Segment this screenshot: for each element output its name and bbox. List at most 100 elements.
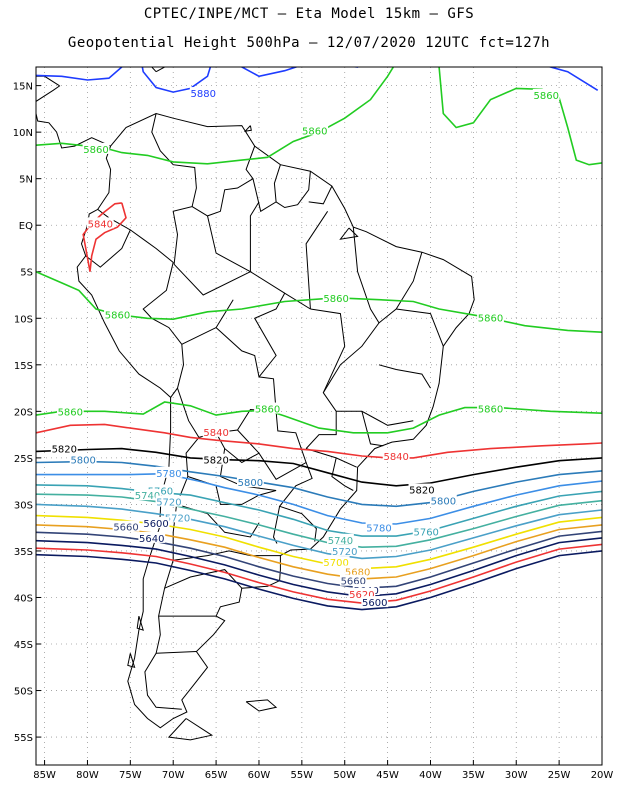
lat-label: 25S (14, 454, 33, 465)
lon-label: 35W (462, 770, 485, 781)
contour-label-bg (142, 517, 170, 529)
coastline-segment (177, 327, 277, 438)
contour-5640 (36, 537, 602, 598)
contour-label-bg (112, 520, 140, 532)
coastline-segment (215, 299, 234, 328)
contour-label-bg (532, 88, 560, 100)
coastline-segment (207, 215, 251, 273)
coastline-segment (275, 171, 311, 209)
lon-label: 50W (333, 770, 356, 781)
island-outline (245, 699, 278, 712)
contour-label-bg (365, 521, 393, 533)
contour-5860 (36, 401, 602, 434)
contour-label-5620: 5620 (349, 590, 374, 601)
contour-label-bg (254, 402, 281, 414)
lat-label: 40S (14, 593, 33, 604)
contour-label-bg (477, 311, 504, 323)
coastline-segment (331, 457, 354, 491)
contour-5880 (141, 67, 212, 93)
contour-label-bg (408, 483, 436, 495)
contour-label-5600: 5600 (362, 598, 387, 609)
map-frame (35, 66, 603, 766)
contour-label-bg (164, 511, 191, 523)
contour-label-5720: 5720 (156, 498, 181, 509)
lon-label: 60W (248, 770, 271, 781)
contour-label-5600: 5600 (143, 519, 168, 530)
coastline-segment (151, 113, 197, 265)
coastline-segment (378, 252, 423, 324)
contour-label-bg (50, 442, 78, 454)
lon-label: 70W (162, 770, 185, 781)
island-outline (127, 653, 136, 669)
map-title-line2: Geopotential Height 500hPa – 12/07/2020 … (67, 35, 551, 51)
contour-label-bg (322, 291, 350, 303)
contour-label-5720: 5720 (332, 547, 357, 558)
contour-label-5780: 5780 (366, 524, 391, 535)
coastlines-and-borders (36, 67, 475, 741)
lon-label: 45W (376, 770, 399, 781)
contour-label-bg (134, 489, 161, 501)
coastline-segment (85, 209, 131, 268)
lat-label: 15N (13, 82, 33, 93)
contour-labels: 5880 5860 5860 5860 5860 5860 5860 5860 5860 5860… (50, 87, 560, 609)
contour-label-5740: 5740 (328, 536, 353, 547)
contour-label-bg (155, 495, 183, 507)
contour-label-5680: 5680 (345, 567, 370, 578)
contour-label-5880: 5880 (191, 89, 216, 100)
contour-5860 (36, 270, 602, 333)
contour-label-5820: 5820 (203, 456, 228, 467)
contour-5880 (547, 67, 599, 91)
contour-label-5860: 5860 (534, 91, 559, 102)
contour-5820 (36, 447, 602, 487)
coastline-segment (173, 263, 285, 296)
contour-label-bg (322, 556, 350, 568)
contour-label-bg (429, 494, 457, 506)
contour-5840 (36, 423, 602, 459)
contour-label-5800: 5800 (431, 497, 456, 508)
lon-label: 20W (591, 770, 614, 781)
contour-5800 (36, 460, 602, 508)
contour-label-5640: 5640 (139, 534, 164, 545)
contour-label-bg (236, 476, 264, 488)
contour-label-bg (477, 402, 504, 414)
coastline-segment (36, 113, 111, 149)
coastline-segment (130, 229, 185, 398)
contour-label-5860: 5860 (105, 311, 130, 322)
contour-label-5840: 5840 (203, 428, 228, 439)
coastline-segment (378, 364, 431, 389)
contour-label-5820: 5820 (409, 486, 434, 497)
coastline-segment (253, 292, 311, 378)
contour-label-bg (138, 531, 166, 543)
coastline-segment (164, 569, 243, 589)
lon-label: 55W (291, 770, 314, 781)
coastline-segment (36, 75, 60, 87)
lon-label: 85W (33, 770, 56, 781)
contour-label-5860: 5860 (58, 407, 83, 418)
contour-label-bg (86, 217, 114, 229)
coastline-segment (310, 308, 346, 393)
coastline-segment (36, 85, 61, 102)
lon-label: 75W (119, 770, 142, 781)
lat-label: 55S (14, 733, 33, 744)
contour-label-bg (331, 544, 359, 556)
contour-label-5860: 5860 (323, 294, 348, 305)
coastline-segment (396, 308, 444, 347)
coastline-segment (272, 506, 281, 544)
contour-5860 (438, 67, 602, 166)
contour-label-bg (104, 308, 131, 320)
contour-5880 (36, 67, 123, 81)
island-outline (151, 67, 166, 73)
coastline-segment (76, 112, 475, 729)
contour-label-5800: 5800 (238, 478, 263, 489)
lat-label: 5S (20, 268, 33, 279)
contour-label-5840: 5840 (88, 219, 113, 230)
contour-label-bg (348, 587, 376, 599)
contour-5880 (240, 67, 359, 78)
coastline-segment (336, 410, 414, 426)
contour-5840 (82, 202, 127, 272)
lat-label: 15S (14, 361, 33, 372)
coastline-segment (305, 211, 329, 310)
coastline-segment (361, 411, 384, 447)
contour-5720 (36, 503, 602, 560)
